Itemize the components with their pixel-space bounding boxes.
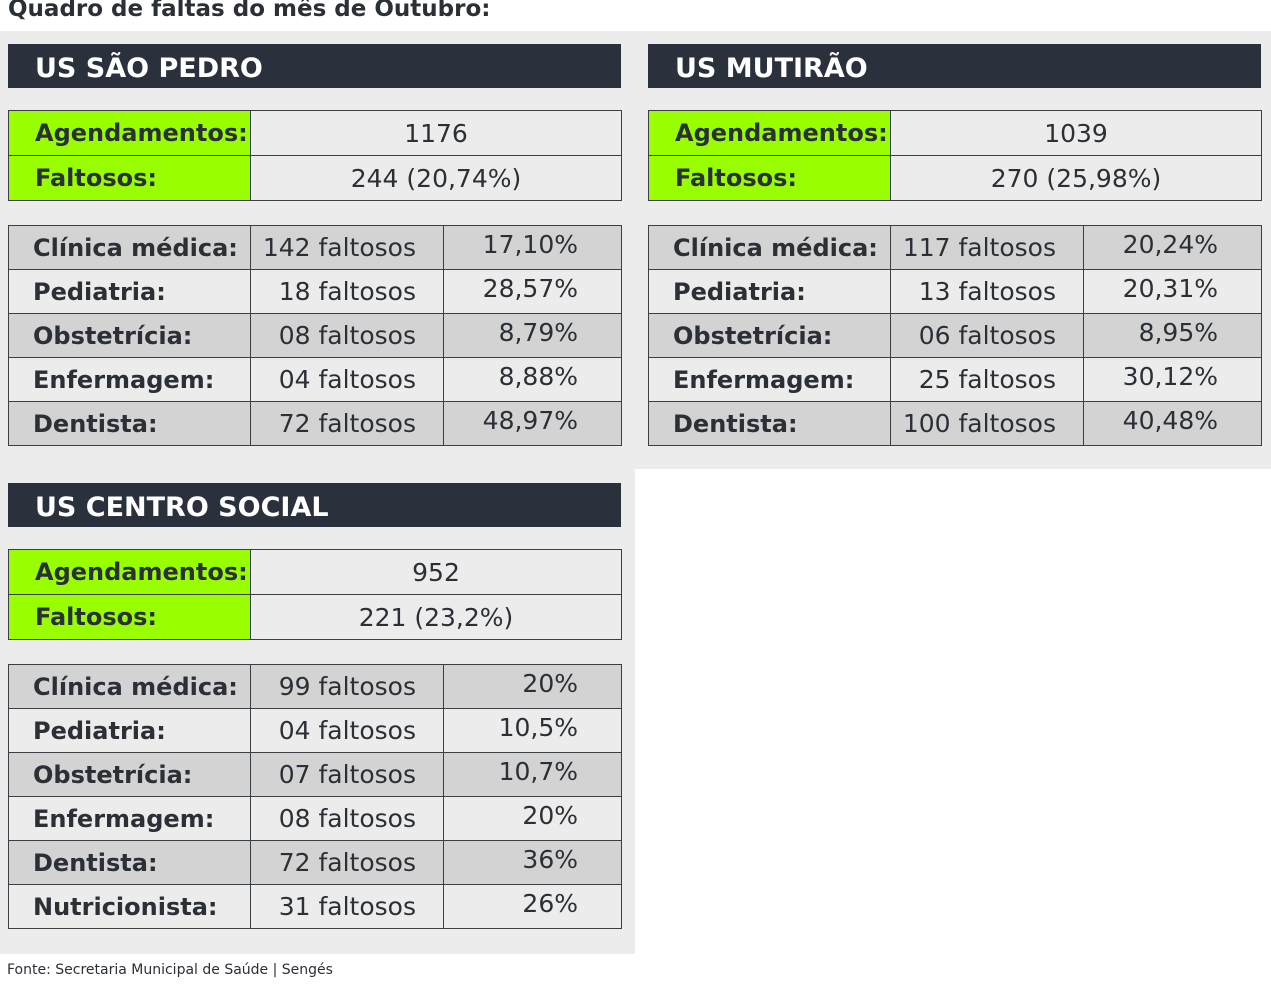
summary-label: Agendamentos: — [648, 110, 891, 156]
summary-table: Agendamentos: 952 Faltosos: 221 (23,2%) — [8, 549, 622, 640]
table-row: Obstetrícia: 08 faltosos 8,79% — [8, 313, 622, 358]
absent-percent: 36% — [443, 840, 622, 885]
unit-title: US CENTRO SOCIAL — [8, 483, 621, 527]
specialty-label: Dentista: — [8, 840, 251, 885]
absent-percent: 10,5% — [443, 708, 622, 753]
unit-panel-sao-pedro: US SÃO PEDRO Agendamentos: 1176 Faltosos… — [8, 44, 623, 458]
absent-count: 08 faltosos — [250, 796, 444, 841]
table-row: Clínica médica: 99 faltosos 20% — [8, 664, 622, 709]
summary-value: 1039 — [890, 110, 1262, 156]
table-row: Enfermagem: 04 faltosos 8,88% — [8, 357, 622, 402]
detail-table: Clínica médica: 117 faltosos 20,24% Pedi… — [648, 225, 1262, 446]
specialty-label: Clínica médica: — [648, 225, 891, 270]
specialty-label: Nutricionista: — [8, 884, 251, 929]
summary-value: 952 — [250, 549, 622, 595]
summary-row: Faltosos: 270 (25,98%) — [648, 155, 1262, 201]
specialty-label: Enfermagem: — [648, 357, 891, 402]
specialty-label: Clínica médica: — [8, 225, 251, 270]
absent-percent: 20,24% — [1083, 225, 1262, 270]
summary-value: 244 (20,74%) — [250, 155, 622, 201]
table-row: Pediatria: 18 faltosos 28,57% — [8, 269, 622, 314]
table-row: Dentista: 100 faltosos 40,48% — [648, 401, 1262, 446]
table-row: Enfermagem: 08 faltosos 20% — [8, 796, 622, 841]
absent-count: 72 faltosos — [250, 401, 444, 446]
summary-label: Faltosos: — [8, 594, 251, 640]
specialty-label: Pediatria: — [8, 269, 251, 314]
absent-percent: 8,88% — [443, 357, 622, 402]
table-row: Dentista: 72 faltosos 36% — [8, 840, 622, 885]
summary-row: Agendamentos: 952 — [8, 549, 622, 595]
absent-count: 31 faltosos — [250, 884, 444, 929]
page-title: Quadro de faltas do mês de Outubro: — [8, 0, 491, 22]
absent-count: 04 faltosos — [250, 708, 444, 753]
absent-count: 117 faltosos — [890, 225, 1084, 270]
absent-percent: 20,31% — [1083, 269, 1262, 314]
absent-count: 142 faltosos — [250, 225, 444, 270]
detail-table: Clínica médica: 142 faltosos 17,10% Pedi… — [8, 225, 622, 446]
absent-count: 25 faltosos — [890, 357, 1084, 402]
absent-percent: 28,57% — [443, 269, 622, 314]
absent-count: 06 faltosos — [890, 313, 1084, 358]
specialty-label: Clínica médica: — [8, 664, 251, 709]
absent-count: 72 faltosos — [250, 840, 444, 885]
summary-label: Faltosos: — [648, 155, 891, 201]
table-row: Pediatria: 04 faltosos 10,5% — [8, 708, 622, 753]
summary-row: Faltosos: 244 (20,74%) — [8, 155, 622, 201]
table-row: Clínica médica: 117 faltosos 20,24% — [648, 225, 1262, 270]
summary-value: 270 (25,98%) — [890, 155, 1262, 201]
table-row: Enfermagem: 25 faltosos 30,12% — [648, 357, 1262, 402]
specialty-label: Obstetrícia: — [648, 313, 891, 358]
absent-count: 18 faltosos — [250, 269, 444, 314]
specialty-label: Pediatria: — [648, 269, 891, 314]
absent-count: 08 faltosos — [250, 313, 444, 358]
table-row: Dentista: 72 faltosos 48,97% — [8, 401, 622, 446]
table-row: Pediatria: 13 faltosos 20,31% — [648, 269, 1262, 314]
specialty-label: Obstetrícia: — [8, 752, 251, 797]
specialty-label: Dentista: — [648, 401, 891, 446]
absent-percent: 10,7% — [443, 752, 622, 797]
absent-percent: 40,48% — [1083, 401, 1262, 446]
absent-percent: 48,97% — [443, 401, 622, 446]
absent-count: 04 faltosos — [250, 357, 444, 402]
absent-count: 100 faltosos — [890, 401, 1084, 446]
unit-panel-mutirao: US MUTIRÃO Agendamentos: 1039 Faltosos: … — [648, 44, 1263, 458]
absent-count: 13 faltosos — [890, 269, 1084, 314]
table-row: Clínica médica: 142 faltosos 17,10% — [8, 225, 622, 270]
absent-percent: 20% — [443, 796, 622, 841]
absent-percent: 8,79% — [443, 313, 622, 358]
specialty-label: Obstetrícia: — [8, 313, 251, 358]
unit-title: US MUTIRÃO — [648, 44, 1261, 88]
absent-percent: 26% — [443, 884, 622, 929]
table-row: Nutricionista: 31 faltosos 26% — [8, 884, 622, 929]
summary-label: Agendamentos: — [8, 110, 251, 156]
unit-panel-centro-social: US CENTRO SOCIAL Agendamentos: 952 Falto… — [8, 483, 623, 943]
specialty-label: Dentista: — [8, 401, 251, 446]
source-footer: Fonte: Secretaria Municipal de Saúde | S… — [7, 962, 333, 978]
summary-table: Agendamentos: 1039 Faltosos: 270 (25,98%… — [648, 110, 1262, 201]
specialty-label: Enfermagem: — [8, 796, 251, 841]
table-row: Obstetrícia: 06 faltosos 8,95% — [648, 313, 1262, 358]
absent-percent: 20% — [443, 664, 622, 709]
summary-value: 221 (23,2%) — [250, 594, 622, 640]
summary-label: Agendamentos: — [8, 549, 251, 595]
detail-table: Clínica médica: 99 faltosos 20% Pediatri… — [8, 664, 622, 929]
specialty-label: Enfermagem: — [8, 357, 251, 402]
summary-row: Faltosos: 221 (23,2%) — [8, 594, 622, 640]
specialty-label: Pediatria: — [8, 708, 251, 753]
table-row: Obstetrícia: 07 faltosos 10,7% — [8, 752, 622, 797]
absent-percent: 30,12% — [1083, 357, 1262, 402]
absent-percent: 8,95% — [1083, 313, 1262, 358]
absent-count: 07 faltosos — [250, 752, 444, 797]
summary-table: Agendamentos: 1176 Faltosos: 244 (20,74%… — [8, 110, 622, 201]
summary-row: Agendamentos: 1039 — [648, 110, 1262, 156]
absent-count: 99 faltosos — [250, 664, 444, 709]
summary-row: Agendamentos: 1176 — [8, 110, 622, 156]
absent-percent: 17,10% — [443, 225, 622, 270]
summary-value: 1176 — [250, 110, 622, 156]
summary-label: Faltosos: — [8, 155, 251, 201]
unit-title: US SÃO PEDRO — [8, 44, 621, 88]
